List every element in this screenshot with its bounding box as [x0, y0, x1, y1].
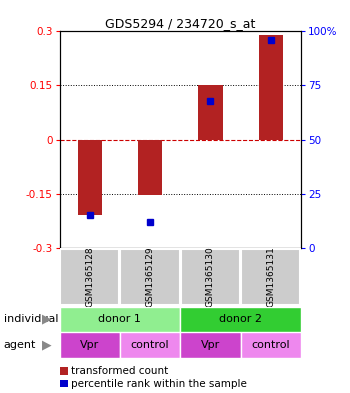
- Text: GSM1365129: GSM1365129: [146, 247, 155, 307]
- Title: GDS5294 / 234720_s_at: GDS5294 / 234720_s_at: [105, 17, 256, 30]
- Bar: [241, 332, 301, 358]
- Bar: [181, 249, 240, 305]
- Text: transformed count: transformed count: [71, 366, 168, 376]
- Bar: [259, 35, 283, 140]
- Text: individual: individual: [4, 314, 58, 324]
- Text: GSM1365131: GSM1365131: [266, 247, 275, 307]
- Text: Vpr: Vpr: [80, 340, 99, 350]
- Text: donor 2: donor 2: [219, 314, 262, 324]
- Bar: [198, 85, 223, 140]
- Text: percentile rank within the sample: percentile rank within the sample: [71, 379, 246, 389]
- Bar: [60, 249, 119, 305]
- Bar: [241, 249, 300, 305]
- Text: GSM1365130: GSM1365130: [206, 247, 215, 307]
- Bar: [138, 140, 162, 195]
- Text: control: control: [131, 340, 169, 350]
- Text: control: control: [252, 340, 290, 350]
- Text: Vpr: Vpr: [201, 340, 220, 350]
- Text: donor 1: donor 1: [98, 314, 141, 324]
- Text: GSM1365128: GSM1365128: [85, 247, 94, 307]
- Text: ▶: ▶: [42, 338, 52, 351]
- Bar: [120, 249, 180, 305]
- Bar: [60, 332, 120, 358]
- Text: ▶: ▶: [42, 313, 52, 326]
- Bar: [180, 307, 301, 332]
- Text: agent: agent: [4, 340, 36, 350]
- Bar: [180, 332, 241, 358]
- Bar: [120, 332, 180, 358]
- Bar: [60, 307, 180, 332]
- Bar: [78, 140, 102, 215]
